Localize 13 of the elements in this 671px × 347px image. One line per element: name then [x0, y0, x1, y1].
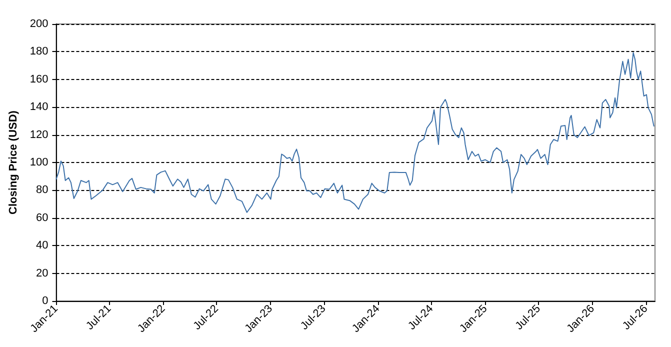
y-tick-label: 180 [30, 46, 48, 58]
y-tick-label: 20 [36, 267, 48, 280]
y-tick-label: 0 [42, 295, 48, 307]
y-axis-title: Closing Price (USD) [8, 110, 20, 214]
line-series [56, 52, 654, 213]
y-tick-label: 160 [30, 73, 48, 86]
y-tick-label: 120 [30, 128, 48, 141]
y-tick-label: 140 [30, 101, 48, 114]
y-tick-label: 100 [30, 156, 48, 168]
y-tick-label: 80 [36, 184, 48, 196]
y-tick-label: 200 [30, 18, 48, 30]
y-tick-label: 40 [36, 240, 48, 252]
y-tick-label: 60 [36, 212, 48, 224]
